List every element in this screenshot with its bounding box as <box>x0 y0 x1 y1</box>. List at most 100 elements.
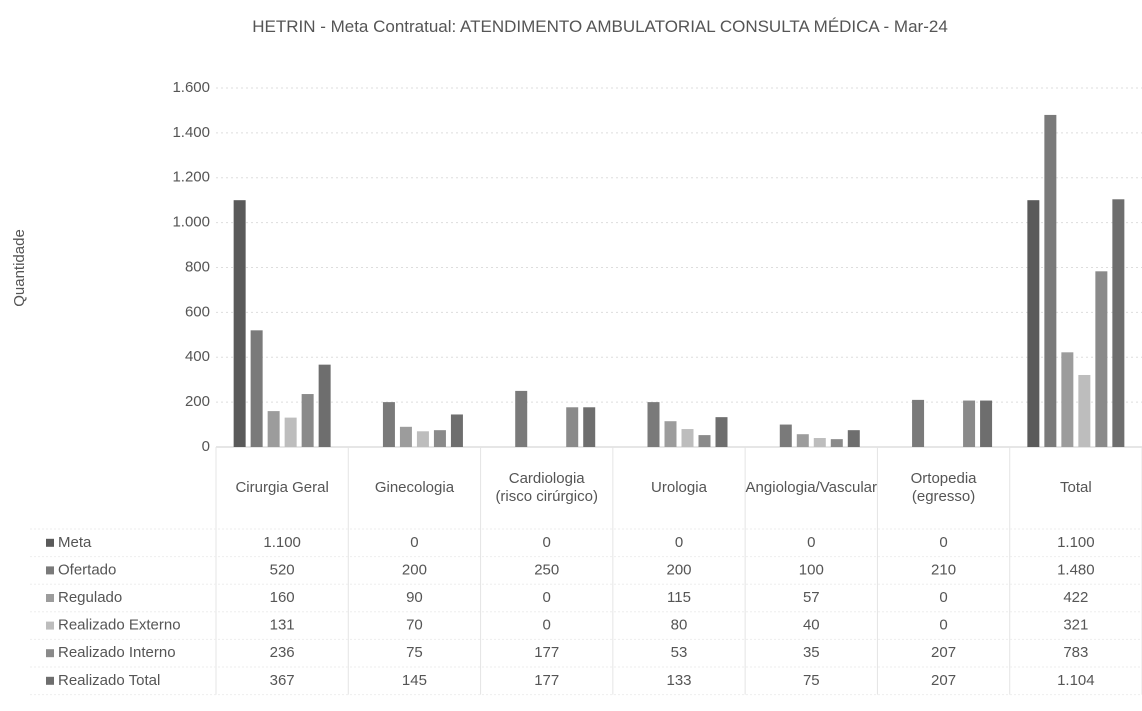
bar <box>301 394 314 447</box>
data-label: 520 <box>270 561 295 578</box>
data-label: 177 <box>534 644 559 661</box>
y-axis-label: Quantidade <box>11 229 28 307</box>
bar <box>847 430 860 447</box>
data-label: 0 <box>675 534 683 551</box>
data-label: 0 <box>410 534 418 551</box>
legend-swatch <box>46 594 54 602</box>
data-label: 367 <box>270 672 295 689</box>
y-tick-label: 1.200 <box>172 169 210 186</box>
data-label: 236 <box>270 644 295 661</box>
legend-swatch <box>46 621 54 630</box>
data-label: 57 <box>803 589 820 606</box>
y-tick-label: 1.000 <box>172 214 210 231</box>
bar <box>912 399 925 447</box>
data-label: 0 <box>543 534 551 551</box>
legend-swatch <box>46 676 54 685</box>
bar <box>664 421 677 447</box>
legend-label: Ofertado <box>58 561 116 578</box>
data-label: 40 <box>803 617 820 634</box>
data-label: 35 <box>803 644 820 661</box>
bar <box>1095 271 1108 447</box>
y-tick-label: 600 <box>185 303 210 320</box>
x-tick-label: Total <box>1060 479 1092 496</box>
bar <box>1112 199 1125 447</box>
data-label: 0 <box>543 589 551 606</box>
data-label: 422 <box>1063 589 1088 606</box>
bar <box>681 429 694 447</box>
x-tick-label: Cardiologia (risco cirúrgico) <box>495 470 598 505</box>
x-tick-label: Ginecologia <box>374 479 455 496</box>
bar <box>566 407 579 447</box>
x-tick-label: Ortopedia (egresso) <box>910 470 977 505</box>
data-label: 70 <box>406 617 423 634</box>
data-label: 145 <box>402 672 427 689</box>
bar <box>647 402 660 447</box>
legend-label: Meta <box>58 534 92 551</box>
bar <box>796 434 809 447</box>
bar <box>963 400 976 447</box>
y-tick-label: 200 <box>185 393 210 410</box>
legend-swatch <box>46 566 54 575</box>
bar <box>267 411 280 447</box>
data-label: 177 <box>534 672 559 689</box>
data-label: 210 <box>931 561 956 578</box>
data-label: 53 <box>671 644 688 661</box>
data-label: 131 <box>270 617 295 634</box>
y-tick-label: 800 <box>185 258 210 275</box>
legend-label: Realizado Total <box>58 672 160 689</box>
data-label: 207 <box>931 672 956 689</box>
y-tick-label: 1.400 <box>172 124 210 141</box>
bar <box>813 438 826 447</box>
data-label: 133 <box>666 672 691 689</box>
bar <box>284 417 297 447</box>
data-label: 75 <box>406 644 423 661</box>
data-label: 160 <box>270 589 295 606</box>
legend-label: Realizado Externo <box>58 617 181 634</box>
bar <box>583 407 596 447</box>
data-label: 200 <box>666 561 691 578</box>
chart-title: HETRIN - Meta Contratual: ATENDIMENTO AM… <box>252 17 948 36</box>
data-label: 80 <box>671 617 688 634</box>
bar <box>1061 352 1074 447</box>
x-tick-label: Urologia <box>651 479 707 496</box>
data-label: 1.104 <box>1057 672 1095 689</box>
bar <box>1027 200 1040 447</box>
data-label: 0 <box>939 534 947 551</box>
data-label: 1.100 <box>263 534 301 551</box>
legend-label: Regulado <box>58 589 122 606</box>
data-label: 90 <box>406 589 423 606</box>
bar <box>515 390 528 447</box>
bar <box>1078 374 1091 447</box>
data-label: 0 <box>939 589 947 606</box>
legend-swatch <box>46 538 54 547</box>
data-label: 321 <box>1063 617 1088 634</box>
data-label: 0 <box>543 617 551 634</box>
data-label: 250 <box>534 561 559 578</box>
data-label: 200 <box>402 561 427 578</box>
data-label: 1.100 <box>1057 534 1095 551</box>
data-label: 75 <box>803 672 820 689</box>
bar <box>250 330 263 447</box>
data-label: 0 <box>939 617 947 634</box>
data-label: 207 <box>931 644 956 661</box>
data-label: 783 <box>1063 644 1088 661</box>
y-tick-label: 1.600 <box>172 79 210 96</box>
bar <box>779 424 792 447</box>
bar <box>233 200 246 447</box>
bar <box>433 430 446 447</box>
bar <box>698 435 711 447</box>
x-tick-label: Cirurgia Geral <box>235 479 329 496</box>
bar <box>399 426 412 447</box>
bar <box>830 439 843 447</box>
data-label: 0 <box>807 534 815 551</box>
y-tick-label: 400 <box>185 348 210 365</box>
bar <box>450 414 463 447</box>
bar <box>1044 114 1057 448</box>
y-tick-label: 0 <box>202 438 210 455</box>
bar <box>318 364 331 447</box>
bar <box>980 400 993 447</box>
data-label: 1.480 <box>1057 561 1095 578</box>
bar <box>382 402 395 447</box>
